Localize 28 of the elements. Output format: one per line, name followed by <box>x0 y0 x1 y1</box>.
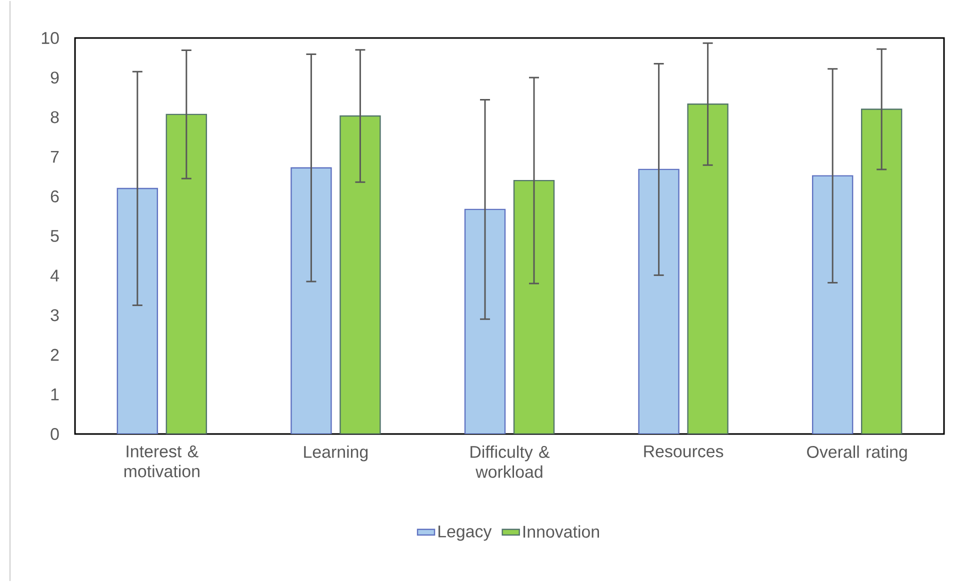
legend-label: Legacy <box>438 526 492 541</box>
bar <box>340 115 381 434</box>
x-tick-label: Interest & motivation <box>124 446 200 478</box>
bar <box>513 180 555 434</box>
y-tick-label: 8 <box>50 111 59 124</box>
y-tick-label: 0 <box>50 428 59 440</box>
y-tick-label: 7 <box>50 150 59 163</box>
y-tick-label: 1 <box>51 388 59 400</box>
x-tick-label: Difficulty & workload <box>470 446 550 478</box>
bar <box>464 208 506 434</box>
bar <box>638 168 680 434</box>
x-tick-label: Resources <box>644 446 724 458</box>
bar <box>290 167 332 434</box>
bar <box>687 104 728 434</box>
x-tick-label: Learning <box>304 446 368 462</box>
y-tick-label: 5 <box>50 230 59 242</box>
bar <box>812 175 854 434</box>
bar <box>166 114 208 434</box>
x-tick-label: Overall rating <box>807 446 907 462</box>
y-tick-label: 9 <box>50 72 59 84</box>
y-tick-label: 3 <box>50 309 59 322</box>
legend-label: Innovation <box>524 525 599 538</box>
bar <box>861 108 902 434</box>
bar <box>116 188 158 434</box>
y-tick-label: 2 <box>50 348 59 361</box>
y-tick-label: 6 <box>50 190 59 202</box>
y-tick-label: 10 <box>42 32 59 44</box>
y-tick-label: 4 <box>50 270 59 282</box>
